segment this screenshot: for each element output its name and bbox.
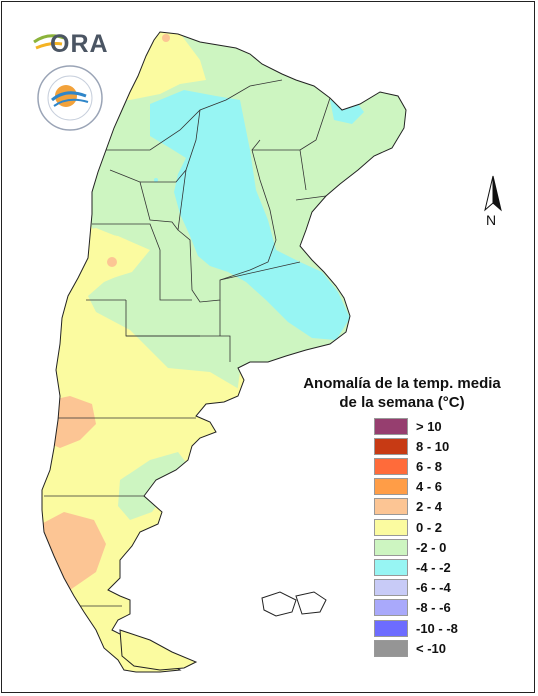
legend-item: -8 - -6 xyxy=(374,599,494,617)
legend-swatch xyxy=(374,599,408,617)
legend-swatch xyxy=(374,619,408,637)
legend-swatch xyxy=(374,579,408,597)
legend-label: -4 - -2 xyxy=(416,559,451,575)
legend-swatch xyxy=(374,498,408,516)
legend-item: 6 - 8 xyxy=(374,457,494,475)
anomaly-zone-2-4-northspot xyxy=(162,34,170,42)
legend-item: < -10 xyxy=(374,639,494,657)
ora-logo-text: ORA xyxy=(50,30,109,58)
legend-swatch xyxy=(374,478,408,496)
argentina-outline xyxy=(41,31,407,673)
anomaly-zone-2-4-spot xyxy=(107,257,117,267)
legend-swatch xyxy=(374,518,408,536)
legend-label: < -10 xyxy=(416,640,446,656)
legend-label: 4 - 6 xyxy=(416,479,443,495)
legend-title-line2: de la semana (°C) xyxy=(339,394,465,411)
legend-item: 8 - 10 xyxy=(374,437,494,455)
anomaly-speck-1 xyxy=(204,154,208,158)
anomaly-zone-minus4-minus2 xyxy=(150,90,350,340)
malvinas-islands xyxy=(261,591,327,617)
legend-item: 2 - 4 xyxy=(374,498,494,516)
legend-item: > 10 xyxy=(374,417,494,435)
ora-logo-icon xyxy=(33,34,65,50)
legend-item: 4 - 6 xyxy=(374,478,494,496)
legend-label: -2 - 0 xyxy=(416,539,447,555)
legend-label: 8 - 10 xyxy=(416,438,450,454)
legend-item: -4 - -2 xyxy=(374,558,494,576)
legend-item: -10 - -8 xyxy=(374,619,494,637)
legend-label: -10 - -8 xyxy=(416,620,458,636)
smn-seal-icon xyxy=(37,65,103,131)
north-arrow-icon xyxy=(484,175,502,212)
tierra-del-fuego xyxy=(119,629,198,671)
legend-title-line1: Anomalía de la temp. media xyxy=(303,375,501,392)
legend-swatch xyxy=(374,639,408,657)
legend-swatch xyxy=(374,558,408,576)
anomaly-zone-0-2-coast xyxy=(236,370,262,400)
legend-label: 0 - 2 xyxy=(416,519,443,535)
legend-swatch xyxy=(374,437,408,455)
legend-label: 2 - 4 xyxy=(416,499,443,515)
north-letter: N xyxy=(486,212,497,228)
legend-label: -6 - -4 xyxy=(416,580,451,596)
legend-swatch xyxy=(374,417,408,435)
legend-item: -6 - -4 xyxy=(374,579,494,597)
legend-item: -2 - 0 xyxy=(374,538,494,556)
legend-swatch xyxy=(374,457,408,475)
legend-item: 0 - 2 xyxy=(374,518,494,536)
anomaly-speck-2 xyxy=(154,178,158,182)
legend-label: -8 - -6 xyxy=(416,600,451,616)
legend-label: > 10 xyxy=(416,418,442,434)
province-boundaries xyxy=(44,79,331,607)
legend-label: 6 - 8 xyxy=(416,458,443,474)
legend-swatch xyxy=(374,538,408,556)
